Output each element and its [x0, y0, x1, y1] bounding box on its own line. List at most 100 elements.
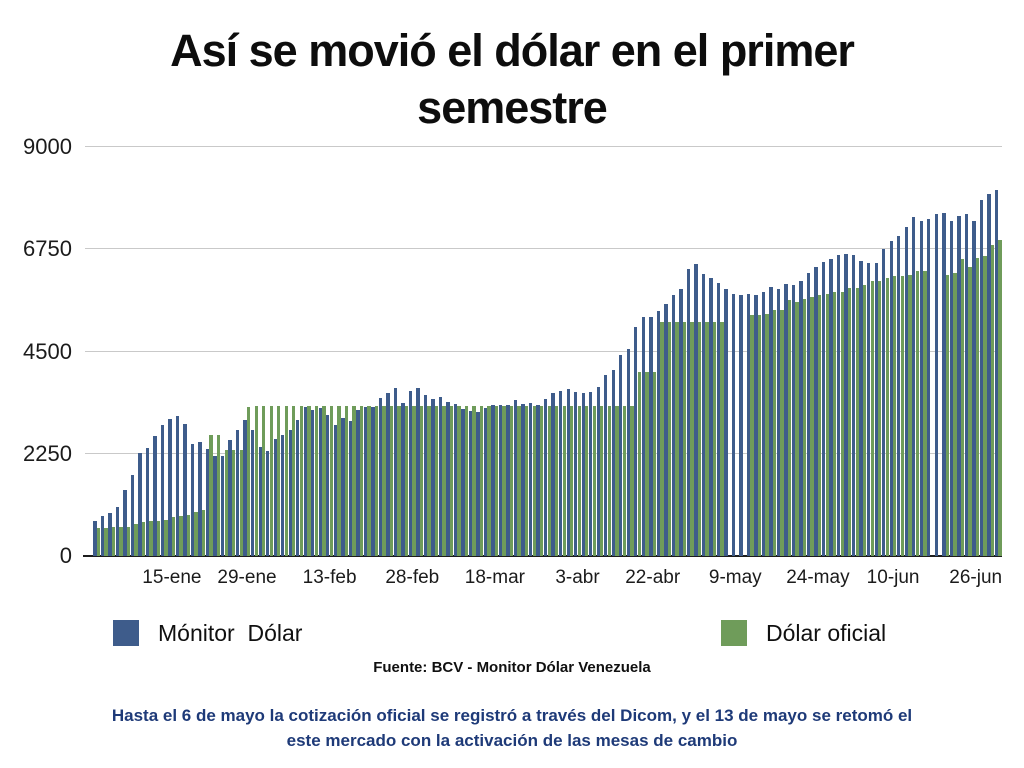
bar-dolar-oficial	[487, 406, 491, 556]
bar-dolar-oficial	[960, 259, 965, 556]
bar-dolar-oficial	[787, 300, 792, 556]
bar-dolar-oficial	[494, 406, 499, 556]
bar-monitor-dolar	[761, 291, 766, 556]
bar-dolar-oficial	[562, 406, 566, 556]
bar-dolar-oficial	[675, 322, 679, 556]
bar-monitor-dolar	[423, 395, 428, 556]
bar-dolar-oficial	[427, 406, 431, 556]
bar-dolar-oficial	[96, 527, 101, 556]
bar-dolar-oficial	[555, 406, 559, 556]
bar-dolar-oficial	[382, 406, 386, 556]
bar-monitor-dolar	[724, 288, 728, 556]
bar-monitor-dolar	[897, 236, 901, 556]
bar-dolar-oficial	[953, 272, 957, 556]
x-tick-label: 9-may	[708, 567, 762, 588]
bar-dolar-oficial	[810, 296, 814, 556]
bar-dolar-oficial	[848, 287, 852, 556]
bar-dolar-oficial	[532, 406, 536, 556]
bar-dolar-oficial	[269, 406, 273, 556]
bar-monitor-dolar	[228, 440, 232, 556]
bar-dolar-oficial	[314, 406, 319, 556]
bar-dolar-oficial	[615, 406, 619, 556]
bar-dolar-oficial	[119, 527, 123, 556]
bar-dolar-oficial	[262, 406, 266, 556]
x-tick-label: 28-feb	[385, 567, 440, 588]
bar-dolar-oficial	[757, 315, 762, 556]
bar-monitor-dolar	[776, 288, 781, 556]
bar-monitor-dolar	[604, 374, 608, 556]
bar-dolar-oficial	[277, 406, 281, 556]
bar-monitor-dolar	[694, 264, 698, 556]
y-axis: 0 2250 4500 6750 9000	[0, 136, 72, 567]
bar-dolar-oficial	[833, 291, 837, 556]
gridline	[85, 350, 1002, 352]
x-tick-label: 18-mar	[464, 567, 525, 588]
bar-dolar-oficial	[224, 450, 228, 556]
bar-monitor-dolar	[528, 402, 533, 556]
bar-monitor-dolar	[393, 387, 398, 556]
bar-monitor-dolar	[273, 438, 277, 556]
bar-monitor-dolar	[867, 262, 871, 556]
bar-dolar-oficial	[712, 322, 717, 556]
bar-monitor-dolar	[401, 402, 405, 556]
bar-dolar-oficial	[141, 522, 146, 556]
bar-monitor-dolar	[145, 447, 150, 556]
bar-dolar-oficial	[637, 371, 642, 556]
bar-dolar-oficial	[540, 406, 544, 556]
bar-dolar-oficial	[156, 520, 161, 556]
bar-dolar-oficial	[171, 517, 176, 556]
bar-monitor-dolar	[641, 316, 645, 556]
bar-dolar-oficial	[840, 291, 844, 556]
bar-monitor-dolar	[341, 418, 345, 556]
x-tick-label: 13-feb	[302, 567, 357, 588]
bar-monitor-dolar	[220, 455, 225, 556]
bar-monitor-dolar	[288, 430, 292, 556]
bar-dolar-oficial	[367, 406, 371, 556]
bar-dolar-oficial	[990, 244, 995, 556]
legend-label-monitor-dolar: Mónitor Dólar	[158, 620, 303, 646]
bar-dolar-oficial	[570, 406, 574, 556]
bar-monitor-dolar	[799, 281, 803, 556]
bar-dolar-oficial	[855, 287, 859, 556]
bar-monitor-dolar	[296, 420, 300, 556]
bar-monitor-dolar	[987, 193, 991, 556]
gridline	[85, 452, 1002, 454]
bar-monitor-dolar	[649, 317, 653, 556]
bar-dolar-oficial	[825, 293, 829, 556]
plot-area	[83, 146, 1002, 557]
gridline	[85, 146, 1002, 147]
bar-dolar-oficial	[517, 406, 521, 556]
bar-monitor-dolar	[266, 450, 270, 556]
y-tick-label: 9000	[23, 134, 72, 159]
bar-dolar-oficial	[600, 406, 604, 556]
bar-monitor-dolar	[964, 214, 969, 556]
bar-dolar-oficial	[292, 406, 296, 556]
bar-monitor-dolar	[709, 278, 713, 556]
bar-monitor-dolar	[536, 404, 540, 556]
bar-monitor-dolar	[912, 217, 916, 556]
footnote-line1: Hasta el 6 de mayo la cotización oficial…	[111, 706, 913, 725]
bar-monitor-dolar	[844, 254, 848, 556]
bar-monitor-dolar	[874, 262, 878, 556]
bar-dolar-oficial	[404, 406, 409, 556]
bar-monitor-dolar	[438, 397, 443, 556]
bar-monitor-dolar	[326, 414, 330, 556]
bar-dolar-oficial	[645, 371, 649, 556]
bar-monitor-dolar	[190, 443, 195, 556]
bar-monitor-dolar	[138, 452, 142, 556]
bar-dolar-oficial	[307, 406, 311, 556]
bar-monitor-dolar	[791, 285, 796, 556]
bar-monitor-dolar	[716, 283, 721, 556]
footnote: Hasta el 6 de mayo la cotización oficial…	[82, 703, 942, 753]
x-tick-label: 29-ene	[217, 567, 277, 588]
bar-monitor-dolar	[408, 391, 413, 556]
bar-monitor-dolar	[566, 389, 570, 556]
legend-label-dolar-oficial: Dólar oficial	[766, 620, 887, 646]
bar-monitor-dolar	[333, 425, 337, 556]
bar-monitor-dolar	[371, 406, 375, 556]
bar-dolar-oficial	[201, 510, 206, 556]
page-title: Así se movió el dólar en el primer semes…	[62, 22, 962, 136]
bar-dolar-oficial	[509, 406, 514, 556]
bar-dolar-oficial	[998, 239, 1002, 556]
bar-monitor-dolar	[386, 392, 390, 556]
